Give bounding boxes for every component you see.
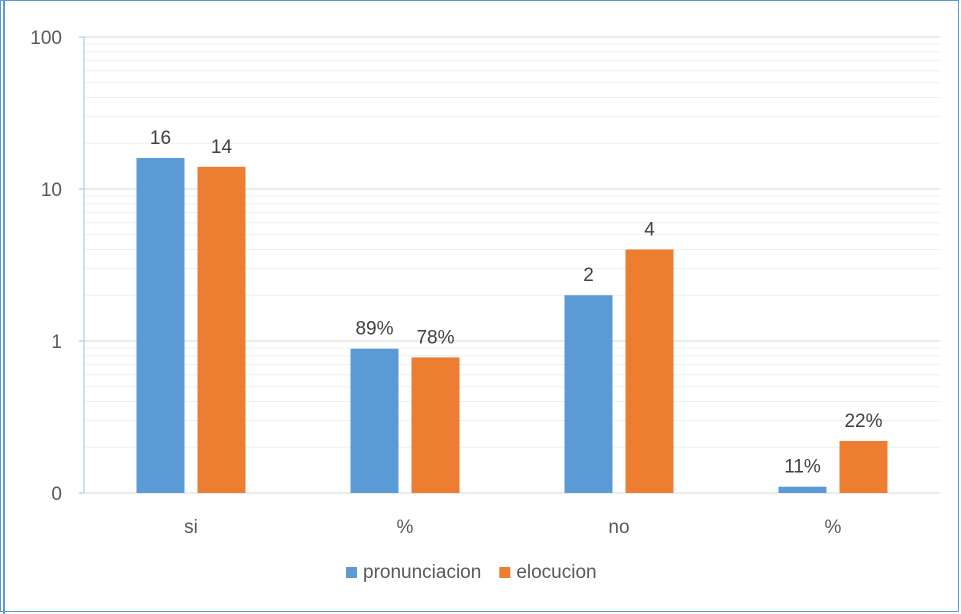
bar-pronunciacion	[564, 295, 613, 493]
x-category-label: no	[608, 517, 629, 538]
x-category-label: %	[825, 517, 842, 538]
bar-pronunciacion	[136, 157, 185, 494]
y-tick-label: 10	[41, 180, 62, 201]
data-label: 78%	[416, 327, 454, 348]
legend-swatch	[346, 567, 357, 578]
legend-label: pronunciacion	[363, 562, 481, 583]
x-category-label: %	[397, 517, 414, 538]
y-tick-labels: 0 1 10 100	[30, 28, 84, 505]
x-category-labels: si% no%	[184, 517, 841, 538]
legend: pronunciacion elocucion	[346, 562, 597, 583]
y-tick-label: 0	[51, 484, 62, 505]
data-label: 11%	[784, 457, 821, 478]
data-label: 89%	[355, 319, 393, 340]
bar-elocucion	[839, 440, 888, 493]
bars	[136, 157, 888, 494]
bar-elocucion	[197, 166, 246, 493]
x-category-label: si	[184, 517, 198, 538]
legend-swatch	[499, 567, 511, 578]
data-label: 16	[150, 128, 171, 149]
legend-label: elocucion	[516, 562, 596, 583]
bar-elocucion	[625, 249, 674, 493]
bar-pronunciacion	[350, 348, 399, 493]
y-tick-label: 1	[51, 332, 62, 353]
data-label: 14	[211, 137, 233, 158]
bar-pronunciacion	[778, 486, 827, 493]
data-label: 2	[583, 265, 594, 286]
data-label: 4	[644, 219, 655, 240]
bar-elocucion	[411, 357, 460, 493]
y-tick-label: 100	[30, 28, 62, 49]
data-label: 22%	[844, 411, 882, 432]
data-labels: 16 14 89% 78% 2 4 11% 22%	[150, 128, 883, 478]
left-accent-bar	[3, 0, 5, 614]
